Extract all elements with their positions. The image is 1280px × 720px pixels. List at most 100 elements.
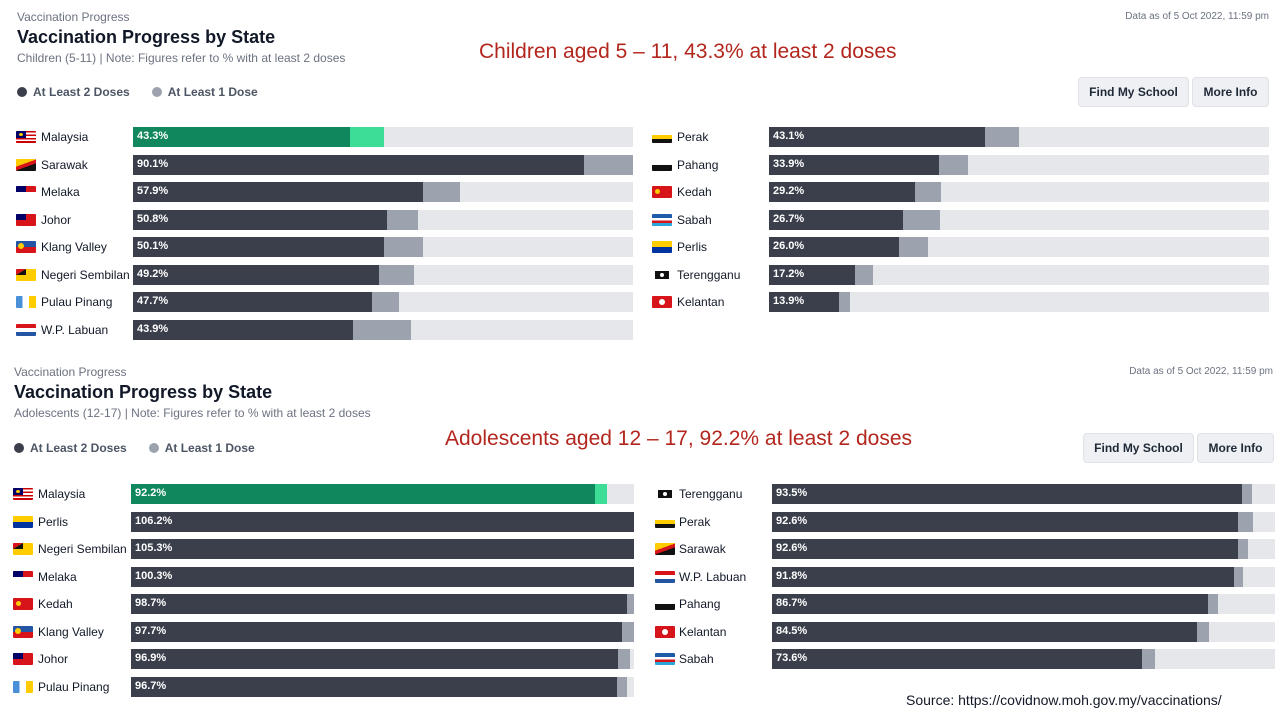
bar-track: 90.1% xyxy=(133,154,633,175)
bar-at-least-2-doses xyxy=(133,182,423,202)
state-name: Pulau Pinang xyxy=(41,295,113,309)
find-my-school-button[interactable]: Find My School xyxy=(1083,433,1194,463)
bar-track: 98.7% xyxy=(131,594,634,614)
bar-at-least-2-doses xyxy=(769,127,985,147)
data-label: 86.7% xyxy=(776,597,808,609)
bar-at-least-2-doses xyxy=(769,209,903,230)
data-label: 100.3% xyxy=(135,569,173,582)
klang-valley-flag-icon xyxy=(16,241,36,253)
state-row: Kedah 29.2% xyxy=(652,182,1269,202)
state-row: Johor 96.9% xyxy=(13,649,634,669)
state-row: W.P. Labuan 91.8% xyxy=(655,566,1275,587)
annotation-adolescents: Adolescents aged 12 – 17, 92.2% at least… xyxy=(445,427,912,450)
data-label: 96.7% xyxy=(135,679,167,692)
state-name: Klang Valley xyxy=(38,624,104,639)
state-name: Kelantan xyxy=(677,295,725,309)
legend-item-1-dose: At Least 1 Dose xyxy=(148,441,255,455)
data-label: 93.5% xyxy=(776,487,808,499)
bar-at-least-2-doses xyxy=(131,539,634,559)
state-row: Perak 92.6% xyxy=(655,511,1275,532)
legend: At Least 2 Doses At Least 1 Dose xyxy=(14,441,255,455)
bar-track: 92.2% xyxy=(131,484,634,504)
bar-track: 57.9% xyxy=(133,182,633,202)
state-row: Perlis 26.0% xyxy=(652,237,1269,257)
data-as-of: Data as of 5 Oct 2022, 11:59 pm xyxy=(1125,11,1269,22)
malaysia-flag-icon xyxy=(16,131,36,143)
bar-track: 26.7% xyxy=(769,209,1269,230)
state-name: W.P. Labuan xyxy=(41,322,109,337)
legend-swatch-2-doses xyxy=(14,443,24,453)
bar-track: 96.7% xyxy=(131,676,634,697)
data-label: 73.6% xyxy=(776,652,808,664)
state-row: Perak 43.1% xyxy=(652,127,1269,147)
more-info-button[interactable]: More Info xyxy=(1197,433,1274,463)
bar-track: 92.6% xyxy=(772,539,1275,559)
bar-at-least-2-doses xyxy=(769,182,915,202)
data-label: 90.1% xyxy=(137,157,169,170)
state-name: Malaysia xyxy=(38,487,86,501)
pulau-pinang-flag-icon xyxy=(13,680,33,693)
data-label: 43.3% xyxy=(137,130,169,142)
bar-at-least-2-doses xyxy=(133,127,350,147)
state-name: Perlis xyxy=(677,240,708,254)
state-row: Kedah 98.7% xyxy=(13,594,634,614)
bar-track: 97.7% xyxy=(131,621,634,642)
state-name: Pulau Pinang xyxy=(38,679,110,694)
state-name: Johor xyxy=(38,652,69,666)
state-name: Klang Valley xyxy=(41,240,107,254)
state-name: Pahang xyxy=(679,597,721,611)
bar-track: 106.2% xyxy=(131,511,634,532)
bar-at-least-2-doses xyxy=(133,237,384,257)
bar-track: 13.9% xyxy=(769,292,1269,312)
terengganu-flag-icon xyxy=(655,488,675,500)
perak-flag-icon xyxy=(652,131,672,143)
bar-track: 50.1% xyxy=(133,237,633,257)
bar-at-least-2-doses xyxy=(131,566,634,587)
perlis-flag-icon xyxy=(652,241,672,253)
children-panel: Vaccination Progress Vaccination Progres… xyxy=(0,0,1280,356)
state-row: Klang Valley 97.7% xyxy=(13,621,634,642)
bar-track: 26.0% xyxy=(769,237,1269,257)
bar-track: 17.2% xyxy=(769,264,1269,285)
find-my-school-button[interactable]: Find My School xyxy=(1078,77,1189,107)
state-row: Kelantan 13.9% xyxy=(652,292,1269,312)
kelantan-flag-icon xyxy=(655,625,675,638)
bar-at-least-2-doses xyxy=(769,154,939,175)
panel-subtitle: Adolescents (12-17) | Note: Figures refe… xyxy=(14,406,371,420)
legend-label-1-dose: At Least 1 Dose xyxy=(164,441,255,455)
bar-track: 50.8% xyxy=(133,209,633,230)
bar-at-least-2-doses xyxy=(131,621,623,642)
state-name: Pahang xyxy=(677,157,719,172)
state-row: Terengganu 93.5% xyxy=(655,484,1275,504)
bar-at-least-2-doses xyxy=(772,511,1238,532)
state-row: Johor 50.8% xyxy=(16,209,633,230)
bar-at-least-2-doses xyxy=(772,649,1143,669)
state-name: Johor xyxy=(41,212,72,227)
more-info-button[interactable]: More Info xyxy=(1192,77,1269,107)
data-label: 49.2% xyxy=(137,267,169,280)
bar-track: 96.9% xyxy=(131,649,634,669)
data-label: 43.9% xyxy=(137,322,169,335)
bar-at-least-2-doses xyxy=(131,594,628,614)
panel-title: Vaccination Progress by State xyxy=(17,27,276,47)
melaka-flag-icon xyxy=(13,570,33,583)
bar-at-least-2-doses xyxy=(133,319,353,340)
sabah-flag-icon xyxy=(655,653,675,665)
state-row: Klang Valley 50.1% xyxy=(16,237,633,257)
data-label: 106.2% xyxy=(135,514,173,527)
state-row: Terengganu 17.2% xyxy=(652,264,1269,285)
bar-track: 92.6% xyxy=(772,511,1275,532)
perak-flag-icon xyxy=(655,515,675,528)
pahang-flag-icon xyxy=(652,158,672,171)
melaka-flag-icon xyxy=(16,186,36,198)
bar-track: 43.1% xyxy=(769,127,1269,147)
state-name: Sabah xyxy=(677,212,712,227)
sabah-flag-icon xyxy=(652,213,672,226)
bar-track: 86.7% xyxy=(772,594,1275,614)
negeri-sembilan-flag-icon xyxy=(13,543,33,555)
state-row: Pahang 86.7% xyxy=(655,594,1275,614)
state-name: Kedah xyxy=(677,185,712,199)
data-as-of: Data as of 5 Oct 2022, 11:59 pm xyxy=(1129,366,1273,377)
bar-track: 105.3% xyxy=(131,539,634,559)
bar-track: 29.2% xyxy=(769,182,1269,202)
